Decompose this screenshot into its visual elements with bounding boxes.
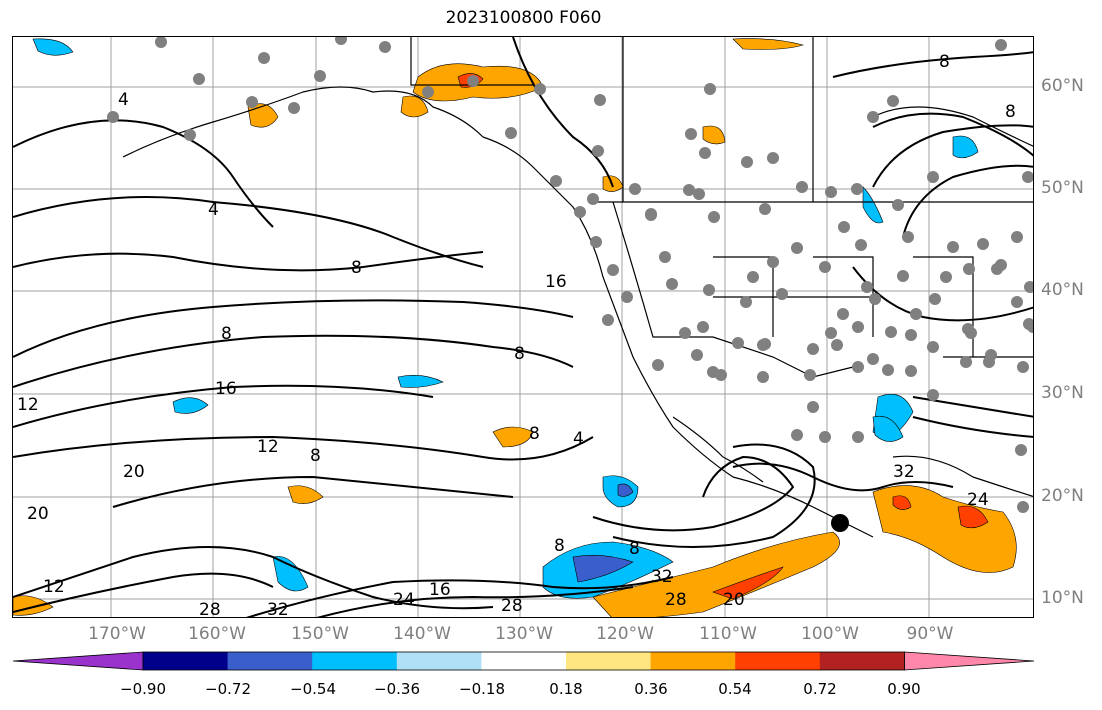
colorbar-tick-label: 0.36 [634, 680, 668, 698]
contour-label: 16 [545, 272, 567, 292]
contour-label: 8 [554, 536, 565, 556]
lat-label: 50°N [1041, 178, 1084, 198]
contour-label: 8 [351, 258, 362, 278]
contour-label: 20 [723, 590, 745, 610]
contour-label: 8 [629, 539, 640, 559]
colorbar-tick-label: −0.54 [290, 680, 336, 698]
contour-label: 8 [514, 344, 525, 364]
contour-label: 28 [665, 590, 687, 610]
colorbar-tick-label: −0.90 [120, 680, 166, 698]
colorbar-tick-label: 0.72 [803, 680, 837, 698]
contour-label: 20 [123, 462, 145, 482]
lat-label: 20°N [1041, 486, 1084, 506]
colorbar-outline [142, 651, 905, 671]
contour-label: 24 [967, 490, 989, 510]
map-panel: 4 4 8 8 8 8 8 8 8 8 8 4 12 12 12 16 16 1… [12, 36, 1034, 618]
contour-label: 8 [529, 424, 540, 444]
colorbar-segment [312, 652, 398, 670]
lon-label: 110°W [699, 624, 757, 644]
position-marker [831, 514, 849, 532]
colorbar-tick-label: −0.36 [374, 680, 420, 698]
lat-label: 40°N [1041, 280, 1084, 300]
contour-label: 28 [199, 600, 221, 618]
contour-label: 12 [43, 577, 65, 597]
colorbar-tick-label: −0.72 [205, 680, 251, 698]
contour-label: 8 [221, 324, 232, 344]
contour-label: 16 [215, 379, 237, 399]
colorbar [12, 651, 1035, 671]
contour-label: 8 [1005, 102, 1016, 122]
colorbar-segment [396, 652, 482, 670]
contour-lines [13, 37, 1033, 617]
contour-label: 32 [651, 567, 673, 587]
map-canvas: 4 4 8 8 8 8 8 8 8 8 8 4 12 12 12 16 16 1… [13, 37, 1033, 618]
lon-label: 120°W [596, 624, 654, 644]
colorbar-segment [227, 652, 313, 670]
plot-title: 2023100800 F060 [445, 8, 602, 28]
colorbar-tick-label: 0.18 [549, 680, 583, 698]
colorbar-tick-label: 0.90 [887, 680, 921, 698]
contour-label: 8 [939, 52, 950, 72]
colorbar-segment [143, 652, 229, 670]
colorbar-segments [12, 651, 1035, 671]
station-dots [107, 37, 1033, 513]
contour-label: 16 [429, 580, 451, 600]
contour-label: 32 [893, 462, 915, 482]
colorbar-extend-low [12, 651, 144, 671]
graticule [13, 37, 1033, 617]
colorbar-segment [819, 652, 905, 670]
contour-label: 20 [27, 504, 49, 524]
lon-label: 140°W [393, 624, 451, 644]
lon-label: 100°W [801, 624, 859, 644]
contour-label: 28 [501, 596, 523, 616]
contour-label: 12 [17, 395, 39, 415]
lat-label: 10°N [1041, 588, 1084, 608]
lon-label: 90°W [906, 624, 954, 644]
lon-label: 150°W [291, 624, 349, 644]
shaded-field [13, 38, 1017, 617]
colorbar-segment [566, 652, 652, 670]
contour-label: 8 [310, 446, 321, 466]
lon-label: 130°W [495, 624, 553, 644]
contour-label: 4 [208, 200, 219, 220]
contour-label: 24 [393, 590, 415, 610]
lon-label: 160°W [188, 624, 246, 644]
contour-label: 12 [257, 437, 279, 457]
colorbar-tick-label: 0.54 [718, 680, 752, 698]
lon-label: 170°W [88, 624, 146, 644]
contour-label: 4 [573, 429, 584, 449]
lat-label: 60°N [1041, 76, 1084, 96]
colorbar-segment [650, 652, 736, 670]
colorbar-segment [481, 652, 567, 670]
colorbar-tick-label: −0.18 [459, 680, 505, 698]
contour-label: 32 [267, 600, 289, 618]
contour-label-group: 4 4 8 8 8 8 8 8 8 8 8 4 12 12 12 16 16 1… [17, 52, 1016, 618]
lat-label: 30°N [1041, 383, 1084, 403]
colorbar-extend-high [904, 651, 1035, 671]
colorbar-segment [735, 652, 821, 670]
contour-label: 4 [118, 90, 129, 110]
